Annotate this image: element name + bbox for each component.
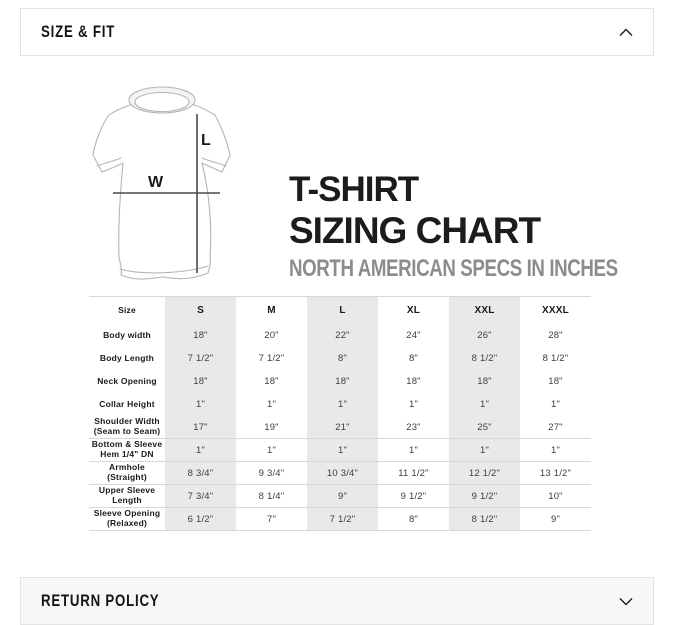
table-cell: 8" bbox=[408, 353, 419, 364]
table-cell: 7 3/4" bbox=[165, 485, 236, 508]
chart-title-line2: SIZING CHART bbox=[289, 210, 541, 251]
table-cell: 18" bbox=[548, 376, 563, 387]
table-cell: 21" bbox=[307, 416, 378, 439]
table-cell: 9 3/4" bbox=[236, 462, 307, 485]
tshirt-collar bbox=[128, 86, 196, 114]
table-row-label: Upper Sleeve Length bbox=[89, 485, 165, 508]
table-cell: 12 1/2" bbox=[449, 462, 520, 485]
table-cell: 17" bbox=[165, 416, 236, 439]
table-cell: 19" bbox=[236, 416, 307, 439]
table-cell: 11 1/2" bbox=[378, 462, 449, 485]
chart-title-block: T-SHIRT SIZING CHART NORTH AMERICAN SPEC… bbox=[289, 170, 619, 283]
table-cell: 1" bbox=[449, 439, 520, 462]
tshirt-outline bbox=[92, 103, 231, 280]
table-cell: 7 1/2" bbox=[165, 347, 236, 370]
table-cell: 7 1/2" bbox=[307, 508, 378, 531]
table-row-label: Body width bbox=[103, 329, 151, 340]
table-cell: 18" bbox=[165, 324, 236, 347]
table-cell: 24" bbox=[406, 330, 421, 341]
width-label: W bbox=[148, 174, 164, 191]
table-cell: 22" bbox=[307, 324, 378, 347]
accordion-return-policy-label: RETURN POLICY bbox=[41, 591, 160, 610]
table-cell: 1" bbox=[449, 393, 520, 416]
table-cell: 8" bbox=[307, 347, 378, 370]
table-cell: 9 1/2" bbox=[449, 485, 520, 508]
table-cell: 9" bbox=[307, 485, 378, 508]
table-cell: 8 1/2" bbox=[449, 508, 520, 531]
table-cell: 18" bbox=[406, 376, 421, 387]
table-column-header: L bbox=[307, 297, 378, 324]
table-cell: 6 1/2" bbox=[165, 508, 236, 531]
table-column-header: XL bbox=[406, 305, 421, 316]
table-row-label: Sleeve Opening (Relaxed) bbox=[89, 508, 165, 531]
table-cell: 18" bbox=[449, 370, 520, 393]
table-cell: 8 3/4" bbox=[165, 462, 236, 485]
chevron-down-icon bbox=[619, 597, 633, 605]
chart-title-line1: T-SHIRT bbox=[289, 170, 419, 209]
accordion-size-fit[interactable]: SIZE & FIT bbox=[20, 8, 654, 56]
length-label: L bbox=[201, 132, 211, 149]
table-cell: 8" bbox=[378, 508, 449, 531]
table-cell: 23" bbox=[378, 416, 449, 439]
table-cell: 1" bbox=[165, 439, 236, 462]
table-column-header: S bbox=[165, 297, 236, 324]
chart-subtitle: NORTH AMERICAN SPECS IN INCHES bbox=[289, 255, 618, 282]
table-row-label: Bottom & Sleeve Hem 1/4" DN bbox=[89, 439, 165, 462]
table-cell: 1" bbox=[520, 439, 591, 462]
table-cell: 26" bbox=[449, 324, 520, 347]
table-cell: 10" bbox=[520, 485, 591, 508]
table-cell: 20" bbox=[264, 330, 279, 341]
table-cell: 9 1/2" bbox=[378, 485, 449, 508]
table-cell: 18" bbox=[307, 370, 378, 393]
table-row-label: Neck Opening bbox=[97, 375, 157, 386]
table-cell: 1" bbox=[307, 439, 378, 462]
table-corner-header: Size bbox=[118, 304, 136, 315]
table-cell: 9" bbox=[520, 508, 591, 531]
measurement-lines bbox=[113, 114, 220, 273]
tshirt-diagram: L W bbox=[92, 86, 231, 280]
table-row-label: Collar Height bbox=[99, 398, 155, 409]
table-cell: 1" bbox=[266, 399, 277, 410]
table-cell: 28" bbox=[548, 330, 563, 341]
table-cell: 1" bbox=[165, 393, 236, 416]
accordion-return-policy[interactable]: RETURN POLICY bbox=[20, 577, 654, 625]
table-cell: 1" bbox=[408, 399, 419, 410]
table-cell: 1" bbox=[236, 439, 307, 462]
table-cell: 13 1/2" bbox=[520, 462, 591, 485]
table-row-label: Body Length bbox=[99, 352, 155, 363]
table-cell: 8 1/4" bbox=[236, 485, 307, 508]
table-cell: 7" bbox=[236, 508, 307, 531]
table-column-header: XXL bbox=[449, 297, 520, 324]
chevron-up-icon bbox=[619, 28, 633, 36]
table-cell: 1" bbox=[307, 393, 378, 416]
table-cell: 1" bbox=[550, 399, 561, 410]
table-cell: 7 1/2" bbox=[258, 353, 285, 364]
table-cell: 27" bbox=[520, 416, 591, 439]
accordion-size-fit-label: SIZE & FIT bbox=[41, 22, 116, 41]
table-cell: 8 1/2" bbox=[542, 353, 569, 364]
table-column-header: XXXL bbox=[542, 305, 569, 316]
table-row-label: Shoulder Width (Seam to Seam) bbox=[89, 416, 165, 439]
table-cell: 25" bbox=[449, 416, 520, 439]
table-cell: 10 3/4" bbox=[307, 462, 378, 485]
table-cell: 8 1/2" bbox=[449, 347, 520, 370]
table-cell: 1" bbox=[378, 439, 449, 462]
table-cell: 18" bbox=[165, 370, 236, 393]
table-cell: 18" bbox=[264, 376, 279, 387]
size-table: Size S M L XL XXL XXXL Body width 18" 20" 22" 24" 26… bbox=[89, 296, 591, 531]
table-row-label: Armhole (Straight) bbox=[89, 462, 165, 485]
table-column-header: M bbox=[267, 305, 276, 316]
